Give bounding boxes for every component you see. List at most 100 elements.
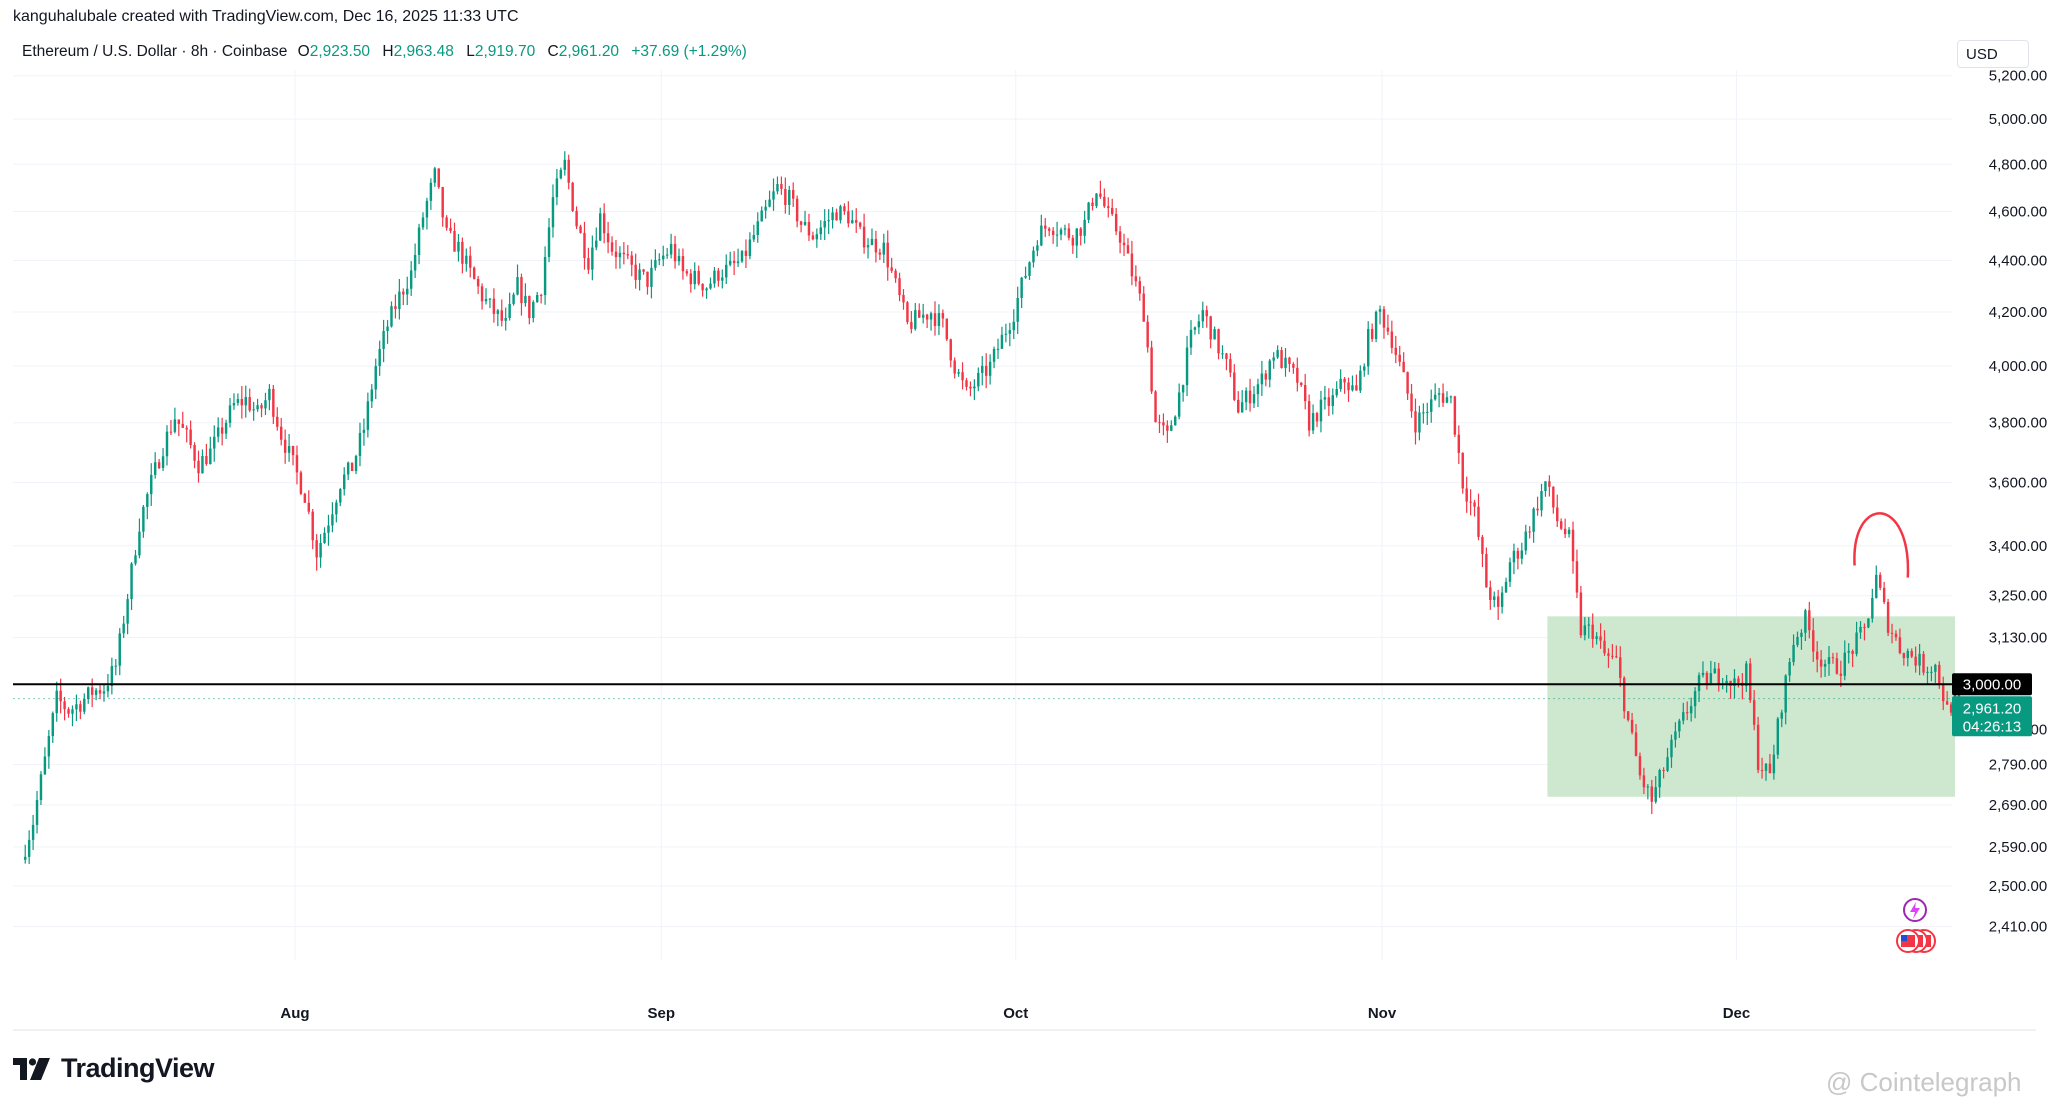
candle [1307,394,1311,437]
candle [71,705,74,727]
candle [126,593,129,635]
candle-body [1276,350,1279,358]
candle [965,377,968,391]
candle-body [1650,786,1654,802]
candle [1481,534,1484,568]
candle [1607,648,1610,668]
candle-body [626,254,630,256]
candle-body [583,232,586,259]
candle-body [886,242,889,268]
annotation-arc[interactable] [1853,512,1910,578]
candle-body [47,736,51,757]
candle-body [1410,393,1413,412]
candle-body [1288,357,1291,364]
candle [1843,640,1846,681]
candle [638,263,641,291]
candle [1366,321,1370,375]
candle [445,215,448,231]
candle [1599,623,1602,649]
candle-body [429,182,433,201]
candle-body [1256,384,1260,395]
candle-body [504,317,507,321]
event-icons[interactable] [1896,898,1936,953]
candle [780,176,783,195]
candle-body [390,306,393,327]
candle [1311,404,1315,434]
candle [1839,660,1843,688]
candle [1457,425,1461,465]
symbol-title[interactable]: Ethereum / U.S. Dollar · 8h · Coinbase [22,43,288,60]
candle [815,228,819,248]
candle-body [732,260,736,264]
candle [1406,371,1409,400]
tradingview-brand[interactable]: TradingView [13,1053,215,1084]
candle-body [1717,668,1720,684]
candle [1595,632,1598,645]
candle-body [992,348,996,362]
candle [1201,301,1205,329]
candle [1422,403,1425,424]
candle [622,242,626,265]
candle-body [445,217,448,228]
candle [756,212,759,243]
candle [630,251,633,277]
candle [1426,402,1429,425]
candle-body [587,258,590,270]
currency-button[interactable]: USD [1957,40,2029,68]
candle-body [1485,554,1488,588]
candle-body [1776,718,1780,755]
candle [1449,395,1453,404]
candle [559,167,563,180]
candle [1516,547,1520,570]
candle-body [1563,528,1567,535]
candle-body [425,200,429,218]
candle [157,458,161,470]
time-tick-label: Nov [1368,1005,1397,1022]
candle [642,268,645,275]
candle [1091,197,1094,211]
candle [1244,387,1248,411]
candle-body [543,257,547,296]
candle-body [1055,234,1059,236]
candle-body [1233,372,1236,400]
candle [1855,621,1858,657]
candle [1493,591,1496,608]
candle-body [323,532,326,544]
candle-body [532,302,535,319]
candle-body [394,306,397,310]
time-axis[interactable]: Aug Sep Oct Nov Dec [280,1005,1750,1022]
candle-body [181,423,184,428]
candle [1213,326,1216,340]
candle-body [409,270,413,289]
candle-body [1831,657,1835,659]
candle [1008,322,1012,347]
candle-body [165,431,169,457]
candle-body [90,687,94,695]
candle-body [669,244,673,255]
candle [1823,659,1827,677]
price-axis[interactable]: 5,200.00 5,000.00 4,800.00 4,600.00 4,400.00… [1952,68,2047,936]
candle [98,685,102,700]
candle [1567,527,1571,538]
candle [1559,518,1563,531]
candle [1430,389,1433,423]
candle-body [402,291,405,295]
candle [1528,526,1531,539]
candle [153,452,157,479]
candle-body [1398,354,1401,362]
candle-body [784,188,787,205]
candle-body [276,416,279,427]
candle [1118,226,1122,254]
us-flag-events-icon[interactable] [1896,929,1936,953]
candle-body [1181,385,1185,393]
candle [1634,724,1638,757]
candle-body [1611,655,1614,657]
candle [276,407,279,431]
candle [1776,716,1780,759]
candle-body [650,267,653,287]
economic-event-icon[interactable] [1903,898,1927,922]
candle-body [1201,310,1205,322]
candle-body [1205,310,1208,317]
candle [1772,744,1776,780]
